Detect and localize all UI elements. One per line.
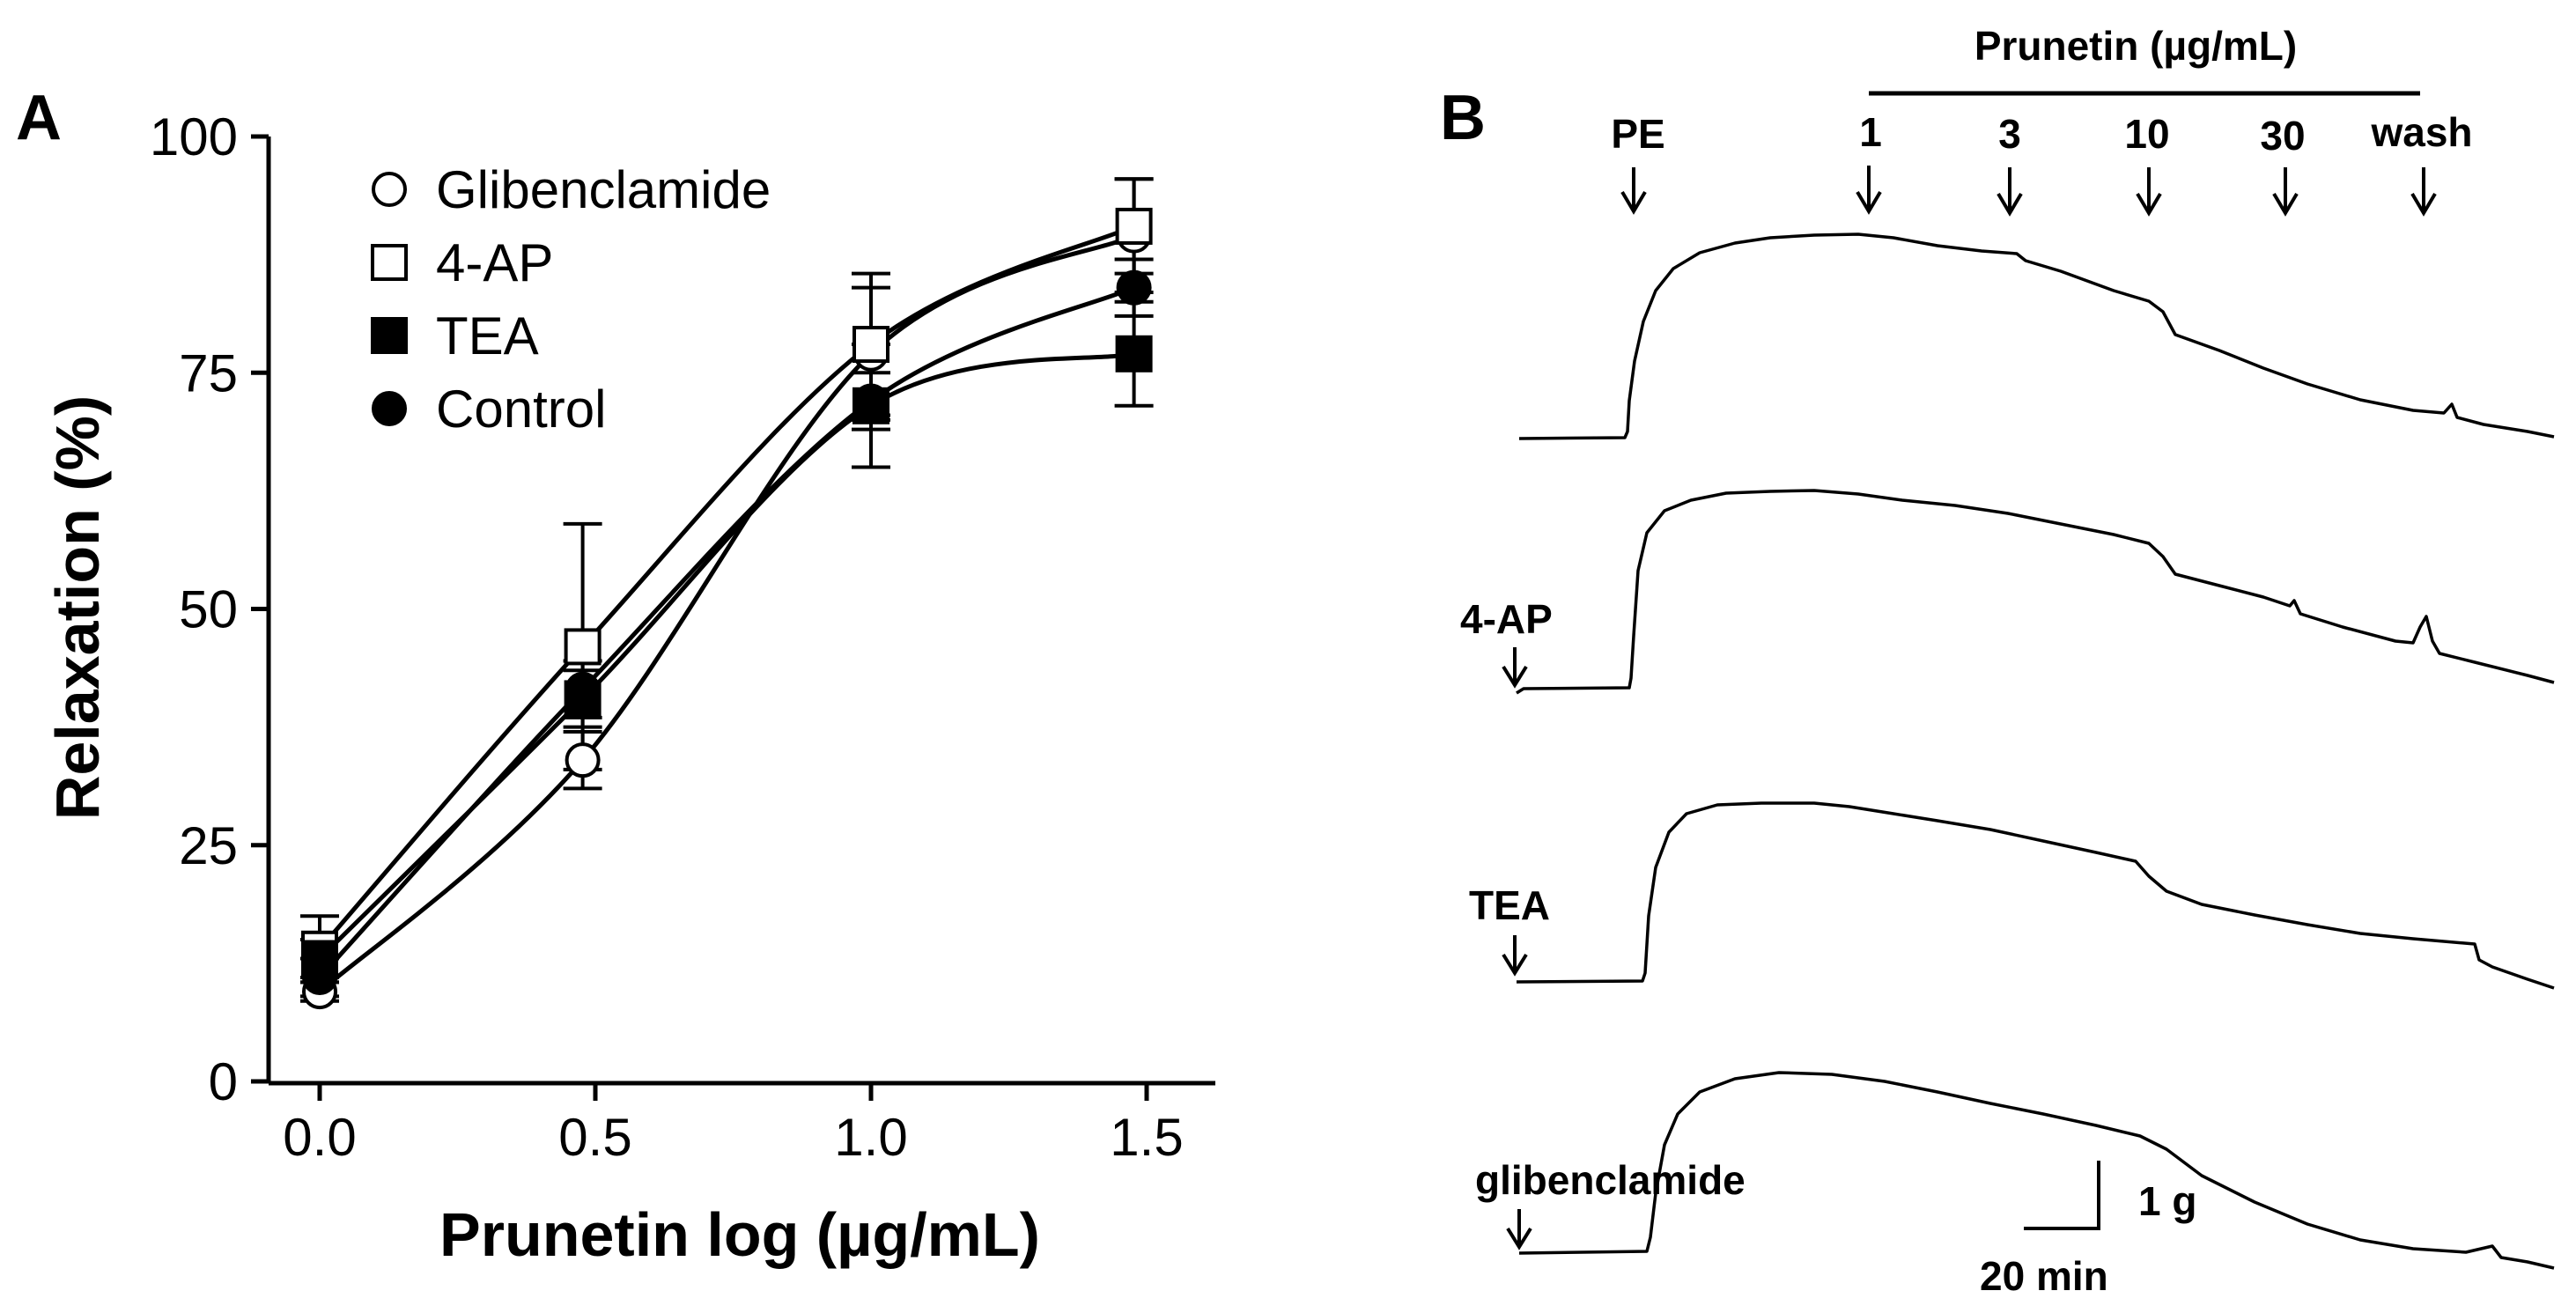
data-point-control bbox=[853, 383, 889, 419]
data-point-4-ap bbox=[1115, 207, 1153, 245]
trace-glibenclamide bbox=[1518, 1071, 2555, 1270]
legend-marker-4-ap bbox=[371, 244, 408, 281]
row-label-glibenclamide: glibenclamide bbox=[1475, 1157, 1746, 1203]
y-tick-label: 75 bbox=[179, 343, 238, 402]
panel-a-dose-response: A 0 25 50 75 100 0.0 0.5 1.0 1.5 Relaxation (%)… bbox=[16, 83, 1215, 1269]
arrow-down-icon bbox=[1502, 647, 1528, 689]
row-label-tea: TEA bbox=[1469, 882, 1550, 928]
scale-time-label: 20 min bbox=[1980, 1253, 2108, 1299]
fit-curves bbox=[318, 224, 1135, 993]
legend-label-control: Control bbox=[436, 380, 606, 439]
arrow-down-icon bbox=[1502, 935, 1528, 977]
arrow-down-icon bbox=[1506, 1209, 1532, 1250]
data-point-glibenclamide bbox=[565, 742, 601, 778]
error-bars bbox=[300, 177, 1154, 1003]
data-point-tea bbox=[1115, 335, 1153, 373]
fit-curve-tea bbox=[318, 351, 1135, 961]
prunetin-bar-label: Prunetin (µg/mL) bbox=[1974, 23, 2297, 69]
y-tick-label: 0 bbox=[209, 1052, 238, 1111]
trace-tea bbox=[1516, 801, 2555, 990]
trace-4ap bbox=[1516, 489, 2555, 695]
event-label-dose-30: 30 bbox=[2260, 113, 2305, 159]
event-label-wash: wash bbox=[2370, 109, 2472, 155]
data-point-4-ap bbox=[853, 326, 889, 364]
arrow-down-icon bbox=[1997, 167, 2023, 217]
event-label-dose-10: 10 bbox=[2124, 111, 2169, 157]
x-tick-label: 0.5 bbox=[558, 1108, 631, 1167]
data-point-control bbox=[302, 959, 337, 995]
row-label-4ap: 4-AP bbox=[1460, 596, 1553, 642]
event-label-dose-3: 3 bbox=[1998, 111, 2021, 157]
panel-a-letter: A bbox=[16, 83, 62, 153]
x-tick-label: 0.0 bbox=[283, 1108, 356, 1167]
scale-force-label: 1 g bbox=[2138, 1178, 2196, 1224]
data-point-control bbox=[1116, 269, 1152, 306]
fit-curve-control bbox=[318, 285, 1135, 979]
arrow-down-icon bbox=[1620, 167, 1647, 215]
arrow-down-icon bbox=[2410, 167, 2437, 217]
x-axis-title: Prunetin log (µg/mL) bbox=[439, 1200, 1040, 1269]
legend-label-tea: TEA bbox=[436, 306, 539, 365]
scale-bar bbox=[2024, 1161, 2100, 1230]
data-point-control bbox=[565, 671, 601, 707]
trace-control bbox=[1518, 232, 2555, 440]
legend-marker-tea bbox=[371, 317, 408, 354]
legend-marker-glibenclamide bbox=[372, 172, 407, 207]
y-tick-label: 25 bbox=[179, 816, 238, 875]
arrow-down-icon bbox=[1856, 166, 1882, 215]
legend-label-4-ap: 4-AP bbox=[436, 233, 553, 292]
x-tick-label: 1.0 bbox=[834, 1108, 907, 1167]
event-label-dose-1: 1 bbox=[1859, 109, 1882, 155]
legend-marker-control bbox=[372, 391, 407, 426]
x-tick-label: 1.5 bbox=[1110, 1108, 1183, 1167]
panel-b-traces: B Prunetin (µg/mL) PE 1 3 10 30 wash 4-A… bbox=[1440, 23, 2555, 1299]
y-axis-title: Relaxation (%) bbox=[43, 395, 112, 820]
data-point-4-ap bbox=[564, 628, 602, 666]
legend: Glibenclamide 4-AP TEA Control bbox=[371, 160, 771, 439]
legend-label-glibenclamide: Glibenclamide bbox=[436, 160, 771, 219]
y-tick-label: 50 bbox=[179, 580, 238, 639]
panel-b-letter: B bbox=[1440, 83, 1486, 153]
arrow-down-icon bbox=[2136, 167, 2162, 217]
fit-curve-4-ap bbox=[318, 224, 1135, 951]
data-markers bbox=[301, 207, 1153, 1010]
event-label-pe: PE bbox=[1611, 111, 1664, 157]
arrow-down-icon bbox=[2272, 167, 2299, 217]
x-axis-ticks: 0.0 0.5 1.0 1.5 bbox=[283, 1083, 1184, 1167]
y-tick-label: 100 bbox=[150, 107, 238, 166]
y-axis-ticks: 0 25 50 75 100 bbox=[150, 107, 269, 1111]
